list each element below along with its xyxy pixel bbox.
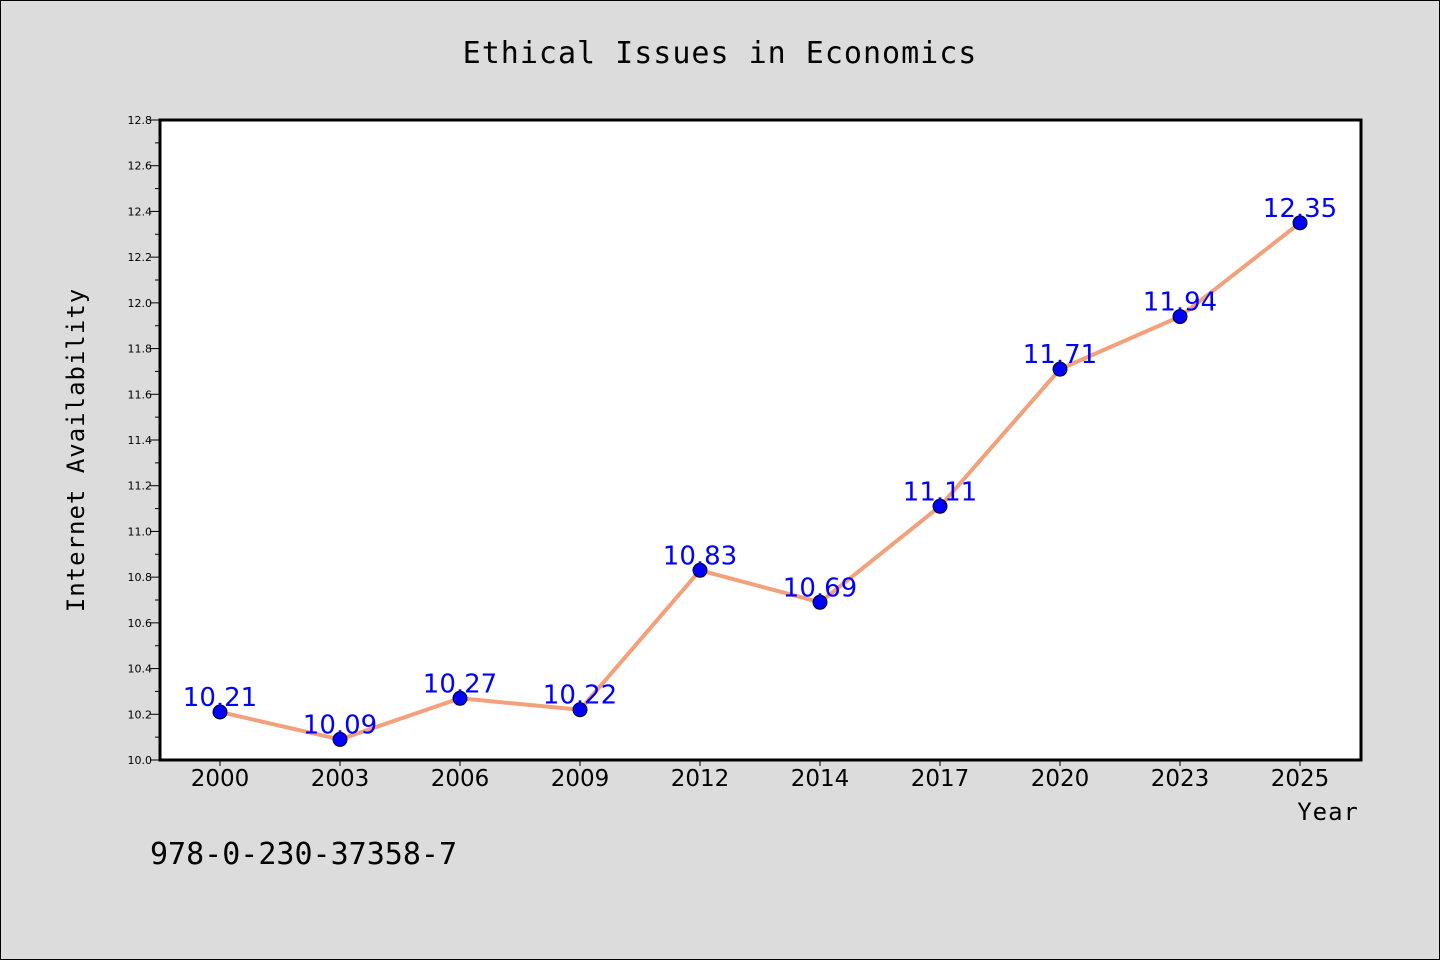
y-tick-label: 11.0 [128,525,153,538]
x-tick-label: 2009 [551,766,610,792]
x-tick-label: 2012 [671,766,730,792]
x-tick-label: 2020 [1031,766,1090,792]
data-point [812,594,828,610]
y-tick-label: 11.8 [128,343,153,356]
data-point [572,702,588,718]
data-point [1052,361,1068,377]
x-tick-label: 2017 [911,766,970,792]
x-axis-ticks: 2000 2003 2006 2009 2012 2014 2017 2020 2023 2025 [191,760,1330,792]
chart-title: Ethical Issues in Economics [463,36,978,71]
x-tick-label: 2023 [1151,766,1210,792]
data-point [452,690,468,706]
y-tick-label: 11.2 [128,480,153,493]
y-tick-label: 10.4 [128,663,153,676]
x-tick-label: 2025 [1271,766,1330,792]
plot-border [158,118,1363,762]
x-axis-label: Year [1297,798,1359,826]
data-labels: 10.21 10.09 10.27 10.22 10.83 10.69 11.11 11.71… [183,194,1337,741]
data-point [692,562,708,578]
y-tick-label: 12.6 [128,160,153,173]
data-point [212,704,228,720]
y-tick-label: 10.8 [128,571,153,584]
data-label: 10.69 [783,573,857,603]
data-label: 12.35 [1263,194,1337,224]
x-tick-label: 2014 [791,766,850,792]
y-axis-label: Internet Availability [62,288,90,612]
plot-area [160,120,1361,760]
y-tick-label: 10.6 [128,617,153,630]
data-label: 11.94 [1143,288,1217,318]
y-tick-label: 11.6 [128,388,153,401]
y-tick-label: 12.8 [128,114,153,127]
y-tick-label: 10.2 [128,708,153,721]
data-label: 10.09 [303,710,377,740]
y-axis-ticks: 10.0 10.2 10.4 10.6 10.8 11.0 11.2 11.4 11.6 11.8… [128,114,160,767]
x-tick-label: 2003 [311,766,370,792]
data-label: 10.83 [663,541,737,571]
data-label: 10.27 [423,669,497,699]
y-tick-label: 12.0 [128,297,153,310]
x-tick-label: 2000 [191,766,250,792]
data-label: 11.11 [903,477,977,507]
data-point [932,498,948,514]
data-label: 10.21 [183,683,257,713]
data-markers [212,215,1308,747]
isbn-footnote: 978-0-230-37358-7 [150,837,457,872]
data-point [1172,309,1188,325]
series-line [219,221,1302,742]
data-label: 11.71 [1023,340,1097,370]
y-tick-label: 12.4 [128,205,153,218]
y-tick-label: 11.4 [128,434,153,447]
y-tick-label: 12.2 [128,251,153,264]
data-point [1292,215,1308,231]
x-tick-label: 2006 [431,766,490,792]
data-point [332,731,348,747]
y-tick-label: 10.0 [128,754,153,767]
data-label: 10.22 [543,681,617,711]
